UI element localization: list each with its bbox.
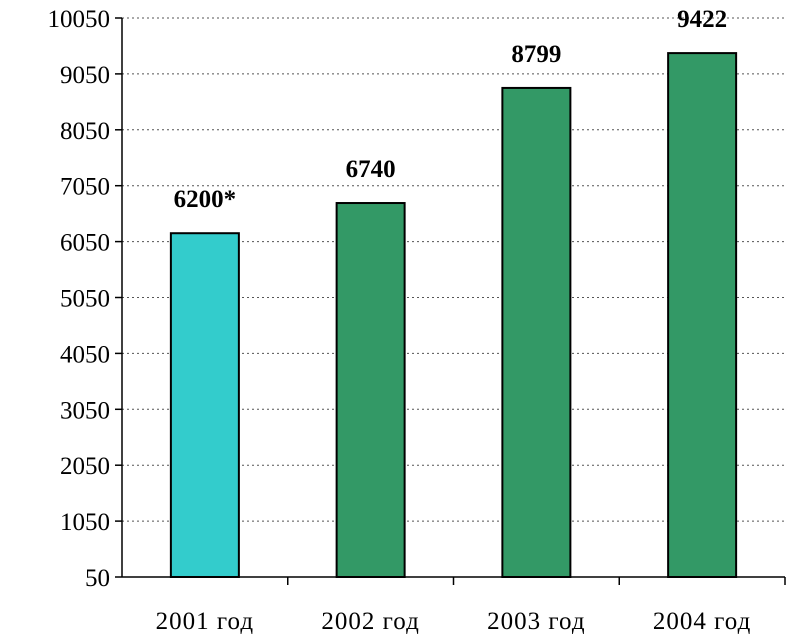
y-tick-label: 8050 [60, 118, 110, 145]
y-tick-label: 4050 [60, 341, 110, 368]
y-tick-label: 7050 [60, 174, 110, 201]
data-label: 6740 [346, 156, 396, 183]
y-tick-label: 2050 [60, 453, 110, 480]
data-label: 8799 [511, 41, 561, 68]
bar [501, 86, 572, 578]
y-tick-label: 50 [85, 565, 110, 592]
x-tick-label: 2002 год [321, 608, 419, 635]
y-tick-label: 5050 [60, 286, 110, 313]
y-tick-label: 9050 [60, 62, 110, 89]
y-tick-labels: 50 1050 2050 3050 4050 5050 6050 7050 8050 9050 10… [48, 6, 111, 592]
y-tick-label: 6050 [60, 230, 110, 257]
y-tick-label: 1050 [60, 509, 110, 536]
data-label: 6200* [174, 186, 237, 213]
x-tick-label: 2003 год [487, 608, 585, 635]
y-tick-label: 3050 [60, 397, 110, 424]
axes [115, 17, 786, 585]
x-tick-label: 2001 год [156, 608, 254, 635]
bars [169, 52, 738, 579]
x-tick-label: 2004 год [653, 608, 751, 635]
data-labels: 6200* 6740 8799 9422 [174, 6, 728, 213]
y-tick-label: 10050 [48, 6, 111, 33]
bar [335, 202, 406, 579]
bar [667, 52, 738, 578]
x-tick-labels: 2001 год 2002 год 2003 год 2004 год [156, 608, 751, 635]
bar [169, 232, 240, 578]
data-label: 9422 [677, 6, 727, 33]
